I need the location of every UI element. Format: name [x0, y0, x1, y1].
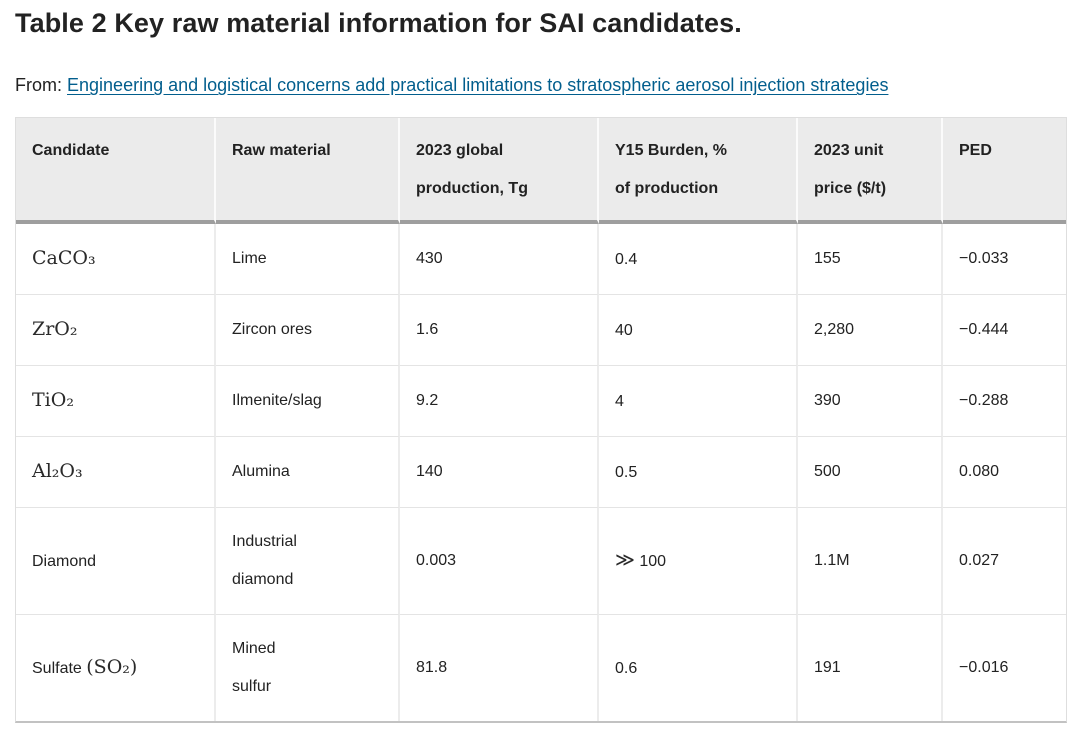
from-label: From:	[15, 75, 62, 96]
burden-cell: 0.5	[599, 437, 798, 509]
ped-cell: −0.033	[943, 224, 1066, 296]
header-ped: PED	[943, 118, 1066, 225]
table-row: TiO₂ Ilmenite/slag 9.2 4 390 −0.288	[16, 366, 1066, 438]
header-text: 2023 global	[416, 142, 504, 160]
raw-material-text: diamond	[232, 571, 294, 589]
burden-cell: 4	[599, 366, 798, 438]
header-text: price ($/t)	[814, 180, 887, 198]
raw-material-text: Lime	[232, 250, 267, 268]
production-cell: 9.2	[400, 366, 599, 438]
header-candidate: Candidate	[16, 118, 216, 225]
candidate-cell: Diamond	[16, 508, 216, 616]
page-title: Table 2 Key raw material information for…	[15, 8, 742, 38]
table-row: Diamond Industrial diamond 0.003 ≫ 100 1…	[16, 508, 1066, 616]
burden-text: 0.6	[615, 660, 638, 678]
candidate-formula: CaCO₃	[32, 247, 96, 270]
header-text: PED	[959, 142, 992, 160]
raw-material-cell: Lime	[216, 224, 400, 296]
burden-cell: 0.4	[599, 224, 798, 296]
materials-table: Candidate Raw material 2023 global produ…	[15, 117, 1067, 724]
header-raw-material: Raw material	[216, 118, 400, 225]
burden-cell: 40	[599, 295, 798, 367]
table-header: Candidate Raw material 2023 global produ…	[16, 118, 1066, 225]
candidate-formula: TiO₂	[32, 389, 74, 412]
article-table-page: Table 2 Key raw material information for…	[0, 6, 1080, 724]
production-cell: 1.6	[400, 295, 599, 367]
ped-cell: −0.444	[943, 295, 1066, 367]
price-cell: 390	[798, 366, 943, 438]
production-cell: 0.003	[400, 508, 599, 616]
price-cell: 155	[798, 224, 943, 296]
raw-material-text: Mined	[232, 640, 276, 658]
burden-text: 40	[615, 322, 633, 340]
candidate-text: Sulfate	[32, 660, 87, 678]
candidate-formula: ZrO₂	[32, 318, 78, 341]
ped-cell: 0.027	[943, 508, 1066, 616]
burden-cell: ≫ 100	[599, 508, 798, 616]
candidate-formula: (SO₂)	[86, 656, 138, 679]
header-production: 2023 global production, Tg	[400, 118, 599, 225]
table-container: Candidate Raw material 2023 global produ…	[15, 117, 1067, 724]
burden-text: 0.5	[615, 464, 638, 482]
production-cell: 81.8	[400, 615, 599, 722]
header-burden: Y15 Burden, % of production	[599, 118, 798, 225]
table-body: CaCO₃ Lime 430 0.4 155 −0.033 ZrO₂	[16, 224, 1066, 722]
source-link[interactable]: Engineering and logistical concerns add …	[67, 75, 889, 96]
header-text: Candidate	[32, 142, 110, 160]
candidate-cell: Al₂O₃	[16, 437, 216, 509]
table-row: Sulfate (SO₂) Mined sulfur 81.8 0.6 191 …	[16, 615, 1066, 722]
raw-material-text: sulfur	[232, 678, 272, 696]
raw-material-text: Industrial	[232, 533, 297, 551]
price-cell: 2,280	[798, 295, 943, 367]
raw-material-cell: Zircon ores	[216, 295, 400, 367]
ped-cell: 0.080	[943, 437, 1066, 509]
burden-text: 4	[615, 393, 624, 411]
header-text: 2023 unit	[814, 142, 884, 160]
header-text: Y15 Burden, %	[615, 142, 728, 160]
header-text: of production	[615, 180, 719, 198]
burden-math: ≫	[615, 549, 635, 572]
header-price: 2023 unit price ($/t)	[798, 118, 943, 225]
production-cell: 430	[400, 224, 599, 296]
raw-material-text: Zircon ores	[232, 321, 313, 339]
source-line: From: Engineering and logistical concern…	[15, 75, 1065, 96]
price-cell: 1.1M	[798, 508, 943, 616]
raw-material-cell: Ilmenite/slag	[216, 366, 400, 438]
burden-text: 100	[634, 553, 667, 571]
raw-material-text: Ilmenite/slag	[232, 392, 322, 410]
raw-material-text: Alumina	[232, 463, 290, 481]
raw-material-cell: Industrial diamond	[216, 508, 400, 616]
ped-cell: −0.016	[943, 615, 1066, 722]
candidate-formula: Al₂O₃	[32, 460, 83, 483]
table-row: ZrO₂ Zircon ores 1.6 40 2,280 −0.444	[16, 295, 1066, 367]
candidate-cell: ZrO₂	[16, 295, 216, 367]
header-text: production, Tg	[416, 180, 528, 198]
header-text: Raw material	[232, 142, 331, 160]
ped-cell: −0.288	[943, 366, 1066, 438]
candidate-text: Diamond	[32, 553, 97, 571]
raw-material-cell: Alumina	[216, 437, 400, 509]
production-cell: 140	[400, 437, 599, 509]
table-row: CaCO₃ Lime 430 0.4 155 −0.033	[16, 224, 1066, 296]
candidate-cell: TiO₂	[16, 366, 216, 438]
price-cell: 500	[798, 437, 943, 509]
burden-cell: 0.6	[599, 615, 798, 722]
candidate-cell: CaCO₃	[16, 224, 216, 296]
raw-material-cell: Mined sulfur	[216, 615, 400, 722]
candidate-cell: Sulfate (SO₂)	[16, 615, 216, 722]
burden-text: 0.4	[615, 251, 638, 269]
header-row: Candidate Raw material 2023 global produ…	[16, 118, 1066, 225]
price-cell: 191	[798, 615, 943, 722]
table-row: Al₂O₃ Alumina 140 0.5 500 0.080	[16, 437, 1066, 509]
